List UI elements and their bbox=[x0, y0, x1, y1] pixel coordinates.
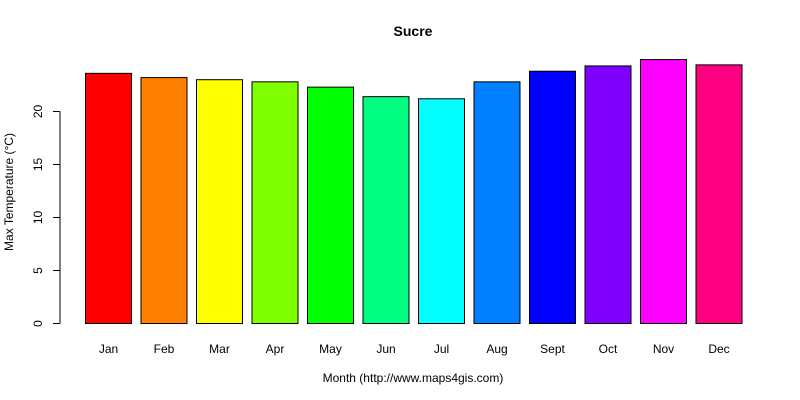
bar-dec bbox=[695, 64, 743, 325]
bar-mar bbox=[196, 79, 243, 324]
y-tick-label: 10 bbox=[31, 211, 45, 225]
y-tick-label: 15 bbox=[31, 158, 45, 172]
y-axis-label: Max Temperature (°C) bbox=[2, 133, 16, 251]
x-tick-label: Dec bbox=[708, 342, 729, 356]
x-tick-label: Jun bbox=[376, 342, 395, 356]
bar-apr bbox=[251, 81, 299, 324]
bar-nov bbox=[640, 59, 687, 325]
bar-feb bbox=[140, 77, 188, 324]
bar-oct bbox=[584, 65, 632, 324]
x-tick-label: Sept bbox=[540, 342, 565, 356]
bar-sept bbox=[529, 70, 576, 324]
bar-may bbox=[307, 86, 354, 325]
bar-aug bbox=[473, 81, 521, 324]
x-tick-label: Apr bbox=[266, 342, 285, 356]
x-axis-label: Month (http://www.maps4gis.com) bbox=[323, 371, 504, 385]
x-tick-label: Nov bbox=[653, 342, 674, 356]
x-tick-label: Feb bbox=[154, 342, 175, 356]
x-tick-label: Jan bbox=[99, 342, 118, 356]
y-axis: 0 5 10 15 20 bbox=[31, 105, 61, 327]
y-tick-label: 0 bbox=[31, 320, 45, 327]
x-tick-label: Aug bbox=[486, 342, 507, 356]
bar-jan bbox=[85, 72, 132, 324]
bar-jul bbox=[418, 98, 465, 324]
chart-title: Sucre bbox=[394, 23, 433, 39]
x-tick-label: May bbox=[319, 342, 342, 356]
x-axis: Jan Feb Mar Apr May Jun Jul Aug Sept Oct Nov Dec bbox=[99, 342, 730, 356]
bars-group bbox=[85, 59, 743, 325]
x-tick-label: Oct bbox=[599, 342, 618, 356]
x-tick-label: Mar bbox=[209, 342, 230, 356]
y-tick-label: 20 bbox=[31, 105, 45, 119]
bar-jun bbox=[362, 96, 410, 324]
x-tick-label: Jul bbox=[434, 342, 449, 356]
y-tick-label: 5 bbox=[31, 267, 45, 274]
